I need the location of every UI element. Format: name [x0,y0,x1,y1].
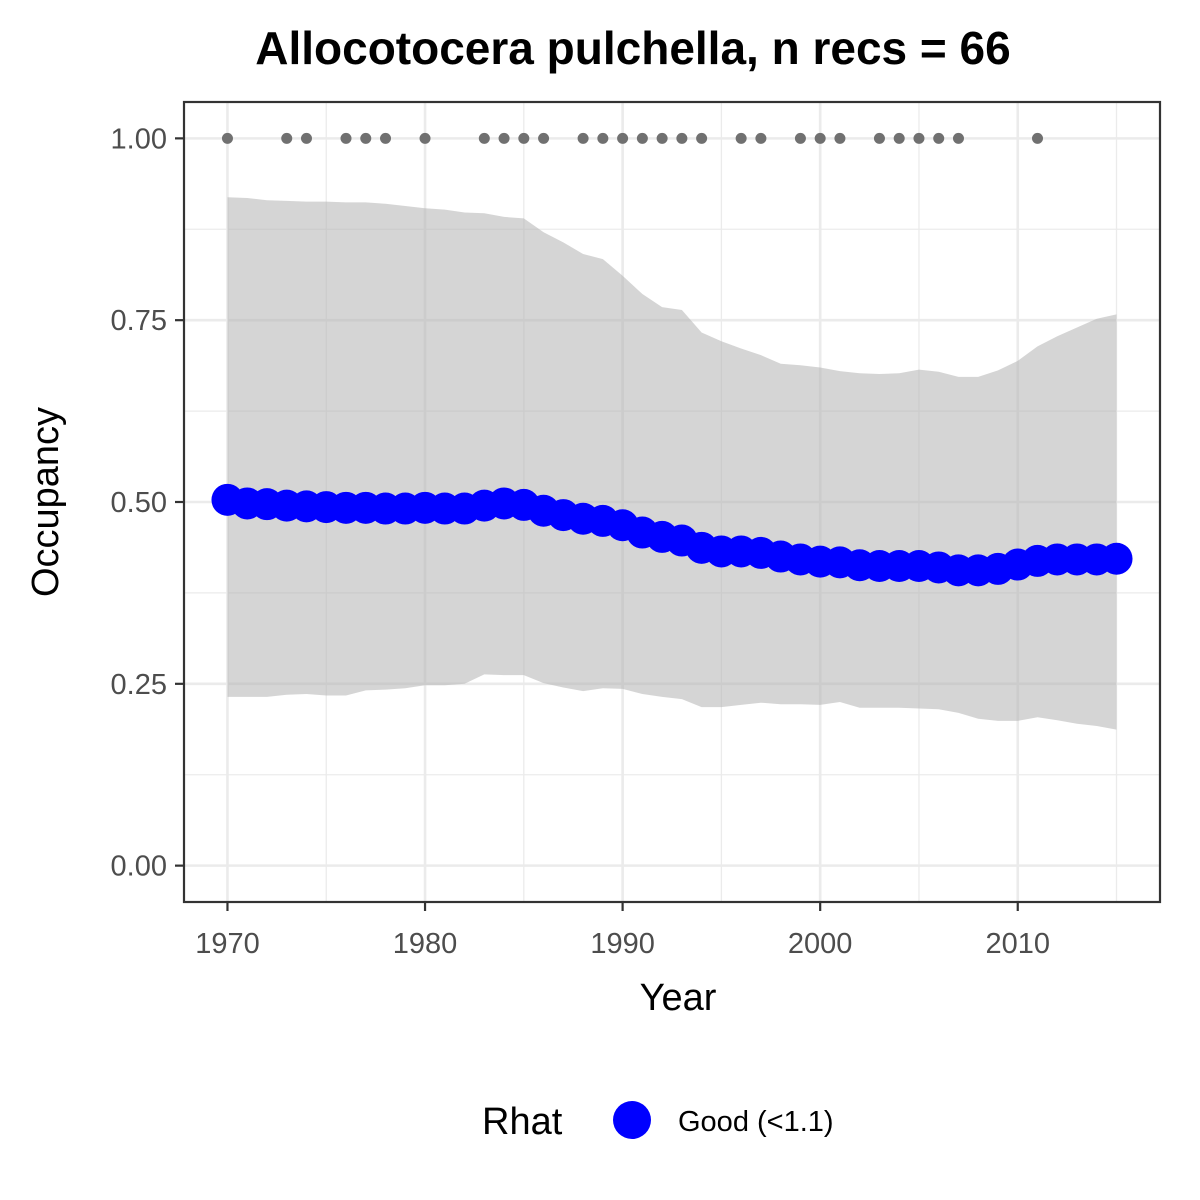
record-point [281,132,293,144]
record-point [952,132,964,144]
occupancy-point [1100,542,1133,575]
record-point [933,132,945,144]
record-point [676,132,688,144]
record-point [814,132,826,144]
y-tick-label: 0.75 [111,305,167,337]
x-tick-label: 1980 [393,928,458,960]
record-point [597,132,609,144]
record-point [913,132,925,144]
record-point [834,132,846,144]
y-tick-label: 0.50 [111,487,167,519]
x-axis-title: Year [640,977,717,1019]
legend-label-good: Good (<1.1) [678,1106,834,1138]
record-point [340,132,352,144]
x-tick-label: 1970 [195,928,260,960]
record-point [538,132,550,144]
record-point [221,132,233,144]
record-point [636,132,648,144]
record-point [419,132,431,144]
y-tick-label: 0.25 [111,669,167,701]
y-tick-label: 1.00 [111,123,167,155]
record-point [735,132,747,144]
record-point [893,132,905,144]
x-tick-label: 1990 [590,928,655,960]
record-point [617,132,629,144]
record-point [360,132,372,144]
record-point [696,132,708,144]
record-point [498,132,510,144]
record-point [478,132,490,144]
record-point [1032,132,1044,144]
record-point [794,132,806,144]
legend: Rhat Good (<1.1) [482,1101,834,1143]
chart-title: Allocotocera pulchella, n recs = 66 [255,22,1010,74]
legend-title: Rhat [482,1101,563,1143]
record-point [518,132,530,144]
record-point [380,132,392,144]
record-point [873,132,885,144]
record-point [300,132,312,144]
legend-key-good [613,1101,651,1139]
plot-panel: 1970 1980 1990 2000 2010 0.00 0.25 0.50 0.75 1.00 [111,100,1162,960]
x-tick-label: 2000 [788,928,853,960]
record-point [577,132,589,144]
y-tick-label: 0.00 [111,851,167,883]
record-point [755,132,767,144]
x-tick-label: 2010 [985,928,1050,960]
confidence-ribbon [227,197,1117,730]
record-point [656,132,668,144]
y-axis-title: Occupancy [25,407,67,597]
